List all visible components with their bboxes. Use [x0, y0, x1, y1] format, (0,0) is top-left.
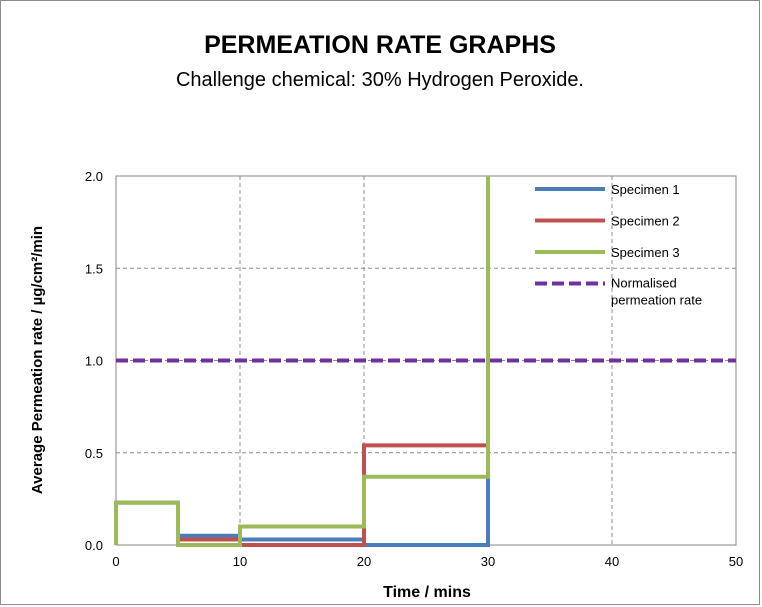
- legend: Specimen 1 Specimen 2 Specimen 3 Normalised…: [535, 182, 702, 308]
- tick-labels: 0.0 0.5 1.0 1.5 2.0 0 10 20 30 40 50: [85, 169, 743, 569]
- x-axis-label: Time / mins: [383, 584, 471, 601]
- y-tick-label: 1.5: [85, 261, 103, 276]
- chart-subtitle: Challenge chemical: 30% Hydrogen Peroxid…: [176, 69, 584, 91]
- y-tick-label: 0.5: [85, 446, 103, 461]
- legend-label-3: Specimen 3: [611, 245, 680, 260]
- y-tick-label: 2.0: [85, 169, 103, 184]
- x-tick-label: 50: [729, 554, 743, 569]
- y-axis-label: Average Permeation rate / µg/cm²/min: [29, 226, 46, 494]
- chart-title: PERMEATION RATE GRAPHS: [204, 31, 556, 59]
- series-line-2: [178, 443, 488, 547]
- x-tick-label: 20: [357, 554, 371, 569]
- x-tick-label: 10: [233, 554, 247, 569]
- legend-label-2: Specimen 2: [611, 214, 680, 229]
- x-tick-label: 40: [605, 554, 619, 569]
- y-tick-label: 0.0: [85, 538, 103, 553]
- series-line-1: [116, 452, 490, 547]
- legend-label-4: Normalised: [611, 276, 677, 291]
- x-tick-label: 0: [112, 554, 119, 569]
- y-tick-label: 1.0: [85, 354, 103, 369]
- legend-label-4: permeation rate: [611, 293, 702, 308]
- x-tick-label: 30: [481, 554, 495, 569]
- legend-label-1: Specimen 1: [611, 182, 680, 197]
- series-layer: [114, 176, 736, 547]
- series-line-3: [114, 176, 490, 547]
